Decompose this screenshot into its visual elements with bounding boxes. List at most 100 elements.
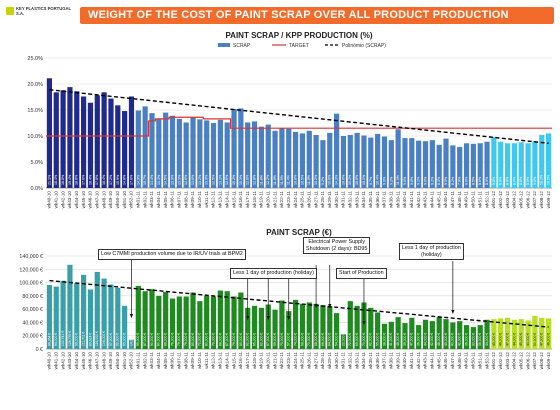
chart1-data-label: 9.0% [423, 176, 427, 185]
chart2-bar [299, 303, 306, 349]
chart2-bar [101, 278, 107, 349]
chart2-xtick-label: wk41-11 [409, 352, 414, 369]
chart2-xtick-label: wk31-11 [341, 352, 346, 369]
chart1-bar [450, 145, 456, 188]
chart2-xtick-label: wk40-10 [47, 352, 52, 370]
chart1-xtick-label: wk30-11 [334, 191, 339, 208]
chart1-bar [402, 138, 408, 188]
chart2-ytick-label: 120,000 € [19, 267, 43, 273]
chart1-xtick-label: wk18-11 [252, 191, 257, 208]
chart1-data-label: 9.5% [444, 176, 448, 185]
chart2-data-label: 36,000 € [417, 333, 421, 346]
chart2-ytick-label: 20,000 € [22, 334, 43, 340]
chart1-bar [60, 90, 66, 188]
chart1-xtick-label: wk52-11 [484, 191, 489, 208]
chart1-bar [190, 117, 196, 188]
chart1-xtick-label: wk50-11 [471, 191, 476, 208]
chart2-xtick-label: wk02-12 [498, 352, 503, 370]
chart1-bar [340, 136, 347, 188]
chart1-data-label: 8.9% [485, 176, 489, 185]
chart1-data-label: 11.0% [307, 174, 311, 185]
chart2-data-label: 44,000 € [485, 333, 489, 346]
chart2-data-label: 90,000 € [150, 333, 154, 346]
chart2-xtick-label: wk39-11 [395, 352, 400, 369]
chart1-xtick-label: wk05-11 [163, 191, 168, 208]
annotation-text: Less 1 day of production (holiday) [233, 270, 314, 276]
chart2-xtick-label: wk06-12 [525, 352, 530, 370]
logo-mark-icon [6, 7, 14, 15]
chart2-bar [279, 300, 285, 349]
chart2-data-label: 54,000 € [334, 333, 338, 346]
chart1-data-label: 9.9% [382, 176, 386, 185]
annotation-arrowhead [314, 304, 318, 308]
chart1-xtick-label: wk41-11 [409, 191, 414, 208]
chart2-bar [395, 317, 401, 349]
chart2-xtick-label: wk46-11 [443, 352, 448, 369]
chart2-bar [190, 292, 196, 349]
chart2-data-label: 87,000 € [225, 333, 229, 346]
chart2-bar [532, 315, 538, 349]
chart2-xtick-label: wk23-11 [286, 352, 291, 369]
chart2-xtick-label: wk24-11 [293, 352, 298, 369]
chart1-xtick-label: wk22-11 [279, 191, 284, 208]
chart1-xtick-label: wk25-11 [300, 191, 305, 208]
chart2-data-label: 67,000 € [266, 333, 270, 346]
chart1-xtick-label: wk06-12 [525, 191, 530, 209]
chart2-xtick-label: wk19-11 [259, 352, 264, 369]
chart1-xtick-label: wk01-12 [491, 191, 496, 209]
chart2-xtick-label: wk45-11 [436, 352, 441, 369]
chart1-xtick-label: wk31-11 [341, 191, 346, 208]
chart1-bar [470, 143, 476, 188]
chart2-data-label: 106,000 € [102, 331, 106, 346]
annotation-text: Start of Production [339, 270, 384, 276]
chart1-bar [101, 92, 107, 188]
chart1-data-label: 8.3% [437, 176, 441, 185]
chart1-bar [388, 140, 394, 188]
chart1-xtick-label: wk44-10 [74, 191, 79, 209]
chart1-bar [128, 96, 135, 188]
chart2-xtick-label: wk22-11 [279, 352, 284, 369]
chart2-data-label: 65,000 € [123, 333, 127, 346]
chart1-bar [272, 130, 278, 188]
chart2-bar [518, 319, 524, 349]
chart2-data-label: 86,000 € [164, 333, 168, 346]
chart2-xtick-label: wk21-11 [272, 352, 277, 369]
chart2-xtick-label: wk26-11 [306, 352, 311, 369]
chart2-xtick-label: wk30-11 [334, 352, 339, 369]
chart1-xtick-label: wk33-11 [354, 191, 359, 208]
chart2-data-label: 70,000 € [307, 333, 311, 346]
chart1-xtick-label: wk02-12 [498, 191, 503, 209]
chart2-xtick-label: wk42-10 [60, 352, 65, 370]
chart2-xtick-label: wk03-12 [505, 352, 510, 370]
chart1-data-label: 10.6% [328, 174, 332, 185]
chart2-xtick-label: wk49-11 [464, 352, 469, 369]
chart2-bar [388, 321, 394, 349]
chart2-data-label: 94,000 € [54, 333, 58, 346]
chart1-bar [217, 119, 223, 188]
chart1-bar [409, 138, 415, 188]
chart1-ytick-label: 15.0% [27, 108, 43, 114]
chart2-data-label: 55,000 € [376, 333, 380, 346]
chart2-data-label: 97,000 € [109, 333, 113, 346]
chart2-bar [115, 287, 121, 349]
chart1-data-label: 10.4% [376, 174, 380, 185]
scrap-euro-chart: PAINT SCRAP (€) 0 € 20,000 € 40,000 € 60,000… [19, 228, 552, 370]
chart1-bar [122, 111, 128, 188]
chart2-data-label: 45,000 € [444, 333, 448, 346]
chart1-xtick-label: wk29-11 [327, 191, 332, 208]
chart2-xtick-label: wk02-11 [142, 352, 147, 369]
chart1-bar [484, 141, 490, 188]
chart1-xtick-label: wk45-11 [436, 191, 441, 208]
chart1-xtick-label: wk36-11 [375, 191, 380, 208]
chart1-xtick-label: wk43-10 [67, 191, 72, 209]
chart1-xtick-label: wk06-11 [170, 191, 175, 208]
chart2-xtick-label: wk47-11 [450, 352, 455, 369]
annotation-arrowhead [246, 316, 250, 320]
chart1-xtick-label: wk40-11 [402, 191, 407, 208]
chart1-xtick-label: wk46-10 [88, 191, 93, 209]
chart2-xtick-label: wk48-11 [457, 352, 462, 369]
chart2-xtick-label: wk10-11 [197, 352, 202, 369]
chart1-data-label: 10.5% [547, 174, 551, 185]
chart1-xtick-label: wk42-10 [60, 191, 65, 209]
